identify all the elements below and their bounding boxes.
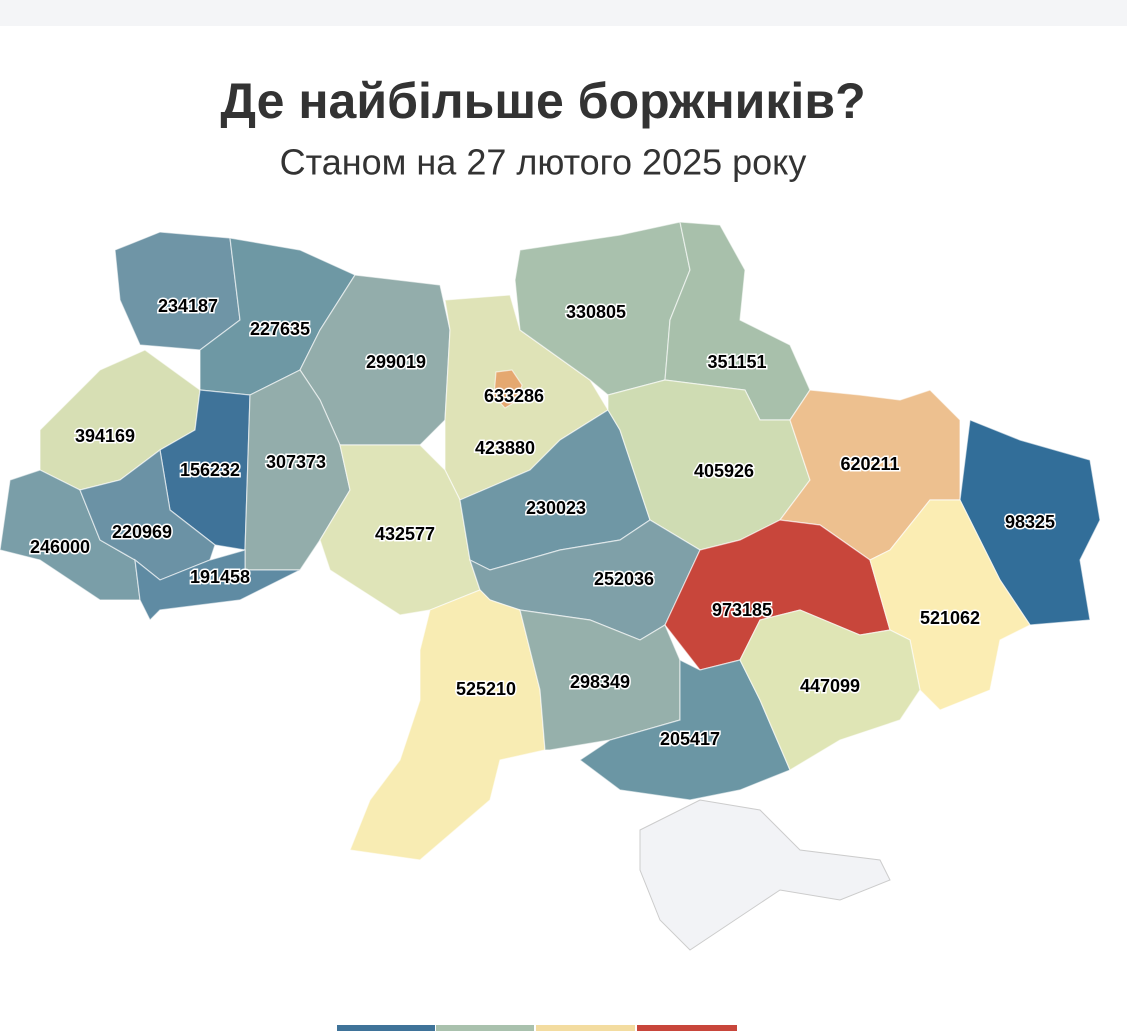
region <box>578 659 791 801</box>
region-value-label: 298349 <box>570 672 630 692</box>
region-value-label: 633286 <box>484 386 544 406</box>
title: Де найбільше боржників? <box>220 73 865 129</box>
region-value-label: 423880 <box>475 438 535 458</box>
subtitle: Станом на 27 лютого 2025 року <box>280 142 807 183</box>
region <box>739 609 921 771</box>
region-value-label: 405926 <box>694 461 754 481</box>
region-value-label: 230023 <box>526 498 586 518</box>
region <box>493 369 523 409</box>
region-value-label: 447099 <box>800 676 860 696</box>
region-value-label: 246000 <box>30 537 90 557</box>
region <box>134 549 301 622</box>
region <box>114 231 241 351</box>
map <box>0 221 1101 951</box>
region-value-label: 432577 <box>375 524 435 544</box>
region-value-label: 156232 <box>180 460 240 480</box>
region-value-label: 307373 <box>266 452 326 472</box>
region-value-label: 330805 <box>566 302 626 322</box>
region <box>349 589 546 861</box>
no-data-region <box>639 799 891 951</box>
region-value-label: 299019 <box>366 352 426 372</box>
region-value-label: 351151 <box>707 352 766 372</box>
region-value-label: 220969 <box>112 522 172 542</box>
region-value-label: 973185 <box>712 600 772 620</box>
region-value-label: 227635 <box>250 319 310 339</box>
top-strip <box>0 0 1127 26</box>
region-value-label: 234187 <box>158 296 218 316</box>
region <box>79 448 216 581</box>
region-value-label: 252036 <box>594 569 654 589</box>
region-value-label: 205417 <box>660 729 720 749</box>
region-value-label: 521062 <box>920 608 980 628</box>
region-value-label: 620211 <box>840 454 899 474</box>
region-value-label: 525210 <box>456 679 516 699</box>
legend-bar <box>337 1025 737 1031</box>
region-value-label: 98325 <box>1005 512 1055 532</box>
region-value-label: 191458 <box>190 567 250 587</box>
labels: 234187 227635 299019 633286 423880 330805 3511… <box>28 294 1056 750</box>
region-value-label: 394169 <box>75 426 135 446</box>
